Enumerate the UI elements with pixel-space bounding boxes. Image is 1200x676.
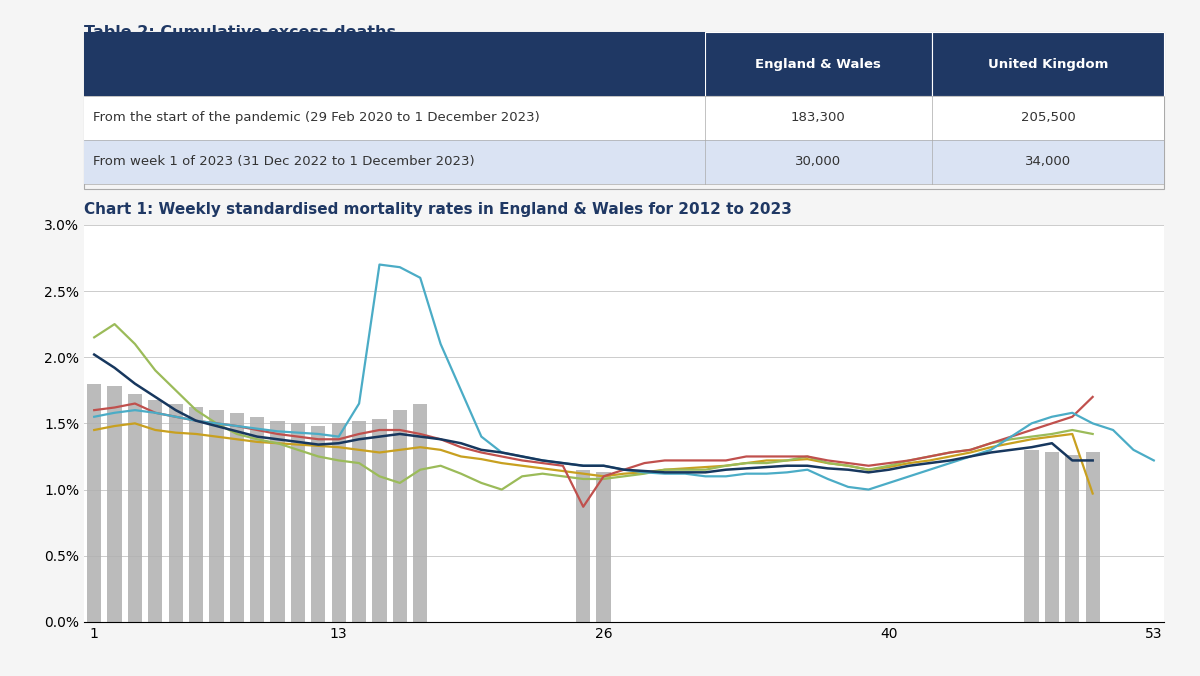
Bar — [311, 426, 325, 622]
Text: England & Wales: England & Wales — [756, 57, 881, 70]
Text: 205,500: 205,500 — [1020, 112, 1075, 124]
Text: Chart 1: Weekly standardised mortality rates in England & Wales for 2012 to 2023: Chart 1: Weekly standardised mortality r… — [84, 201, 792, 217]
Bar — [229, 413, 244, 622]
Bar — [270, 420, 284, 622]
Text: United Kingdom: United Kingdom — [988, 57, 1108, 70]
Bar — [1066, 455, 1080, 622]
Bar — [706, 32, 931, 96]
Bar — [932, 32, 1164, 96]
Bar — [1086, 452, 1100, 622]
Bar — [209, 410, 223, 622]
Bar — [1025, 450, 1039, 622]
Bar — [352, 420, 366, 622]
Bar — [596, 473, 611, 622]
Bar — [84, 140, 1164, 184]
Bar — [88, 384, 101, 622]
Bar — [84, 96, 1164, 140]
Text: 34,000: 34,000 — [1025, 155, 1070, 168]
Bar — [392, 410, 407, 622]
Text: 30,000: 30,000 — [796, 155, 841, 168]
Bar — [148, 400, 162, 622]
Bar — [84, 32, 706, 96]
Bar — [372, 419, 386, 622]
Bar — [168, 404, 182, 622]
Bar — [1045, 452, 1060, 622]
Bar — [413, 404, 427, 622]
Bar — [331, 423, 346, 622]
Text: Table 2: Cumulative excess deaths: Table 2: Cumulative excess deaths — [84, 25, 396, 41]
Text: From the start of the pandemic (29 Feb 2020 to 1 December 2023): From the start of the pandemic (29 Feb 2… — [92, 112, 539, 124]
Bar — [576, 470, 590, 622]
Bar — [188, 408, 203, 622]
Text: From week 1 of 2023 (31 Dec 2022 to 1 December 2023): From week 1 of 2023 (31 Dec 2022 to 1 De… — [92, 155, 474, 168]
Text: 183,300: 183,300 — [791, 112, 846, 124]
Bar — [128, 394, 142, 622]
Bar — [250, 417, 264, 622]
Bar — [108, 386, 121, 622]
Bar — [290, 423, 305, 622]
